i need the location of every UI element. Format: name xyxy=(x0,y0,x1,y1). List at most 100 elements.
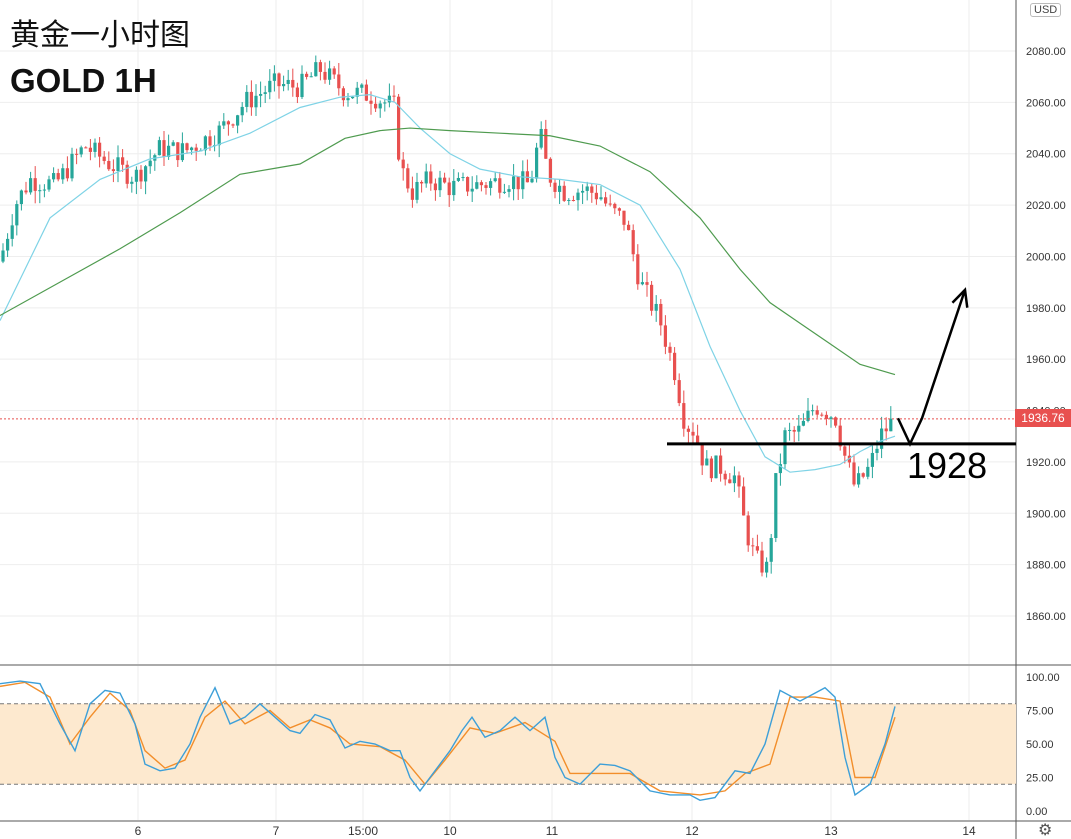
candle xyxy=(732,466,736,493)
candle xyxy=(452,169,456,201)
candle xyxy=(847,443,851,468)
price-axis-tick: 1980.00 xyxy=(1026,303,1066,315)
candle xyxy=(443,172,447,184)
candle-body xyxy=(286,79,290,85)
candle xyxy=(751,537,755,557)
candle-body xyxy=(415,181,419,200)
candle xyxy=(217,121,221,158)
candle xyxy=(512,164,516,201)
candle xyxy=(507,185,511,198)
candle xyxy=(10,214,14,247)
candle xyxy=(558,179,562,205)
candle xyxy=(581,184,585,205)
candle-body xyxy=(351,96,355,99)
candle xyxy=(617,207,621,216)
candle xyxy=(484,182,488,195)
candle xyxy=(838,418,842,451)
candle xyxy=(723,470,727,486)
settings-gear-icon[interactable]: ⚙ xyxy=(1038,820,1053,839)
candle xyxy=(815,405,819,418)
candle xyxy=(213,135,217,152)
candle-body xyxy=(236,115,240,126)
candle-body xyxy=(576,192,580,201)
candle-body xyxy=(622,210,626,225)
candle-body xyxy=(484,185,488,188)
candle-body xyxy=(443,177,447,183)
candle-body xyxy=(429,171,433,184)
candle-body xyxy=(245,91,249,107)
candle-body xyxy=(700,442,704,466)
candle xyxy=(309,72,313,78)
candle xyxy=(130,176,134,193)
candle-body xyxy=(820,414,824,416)
candle xyxy=(502,183,506,194)
chart-title-english: GOLD 1H xyxy=(10,62,157,99)
candle-body xyxy=(732,475,736,484)
candle xyxy=(696,424,700,445)
candle-body xyxy=(355,87,359,97)
candle xyxy=(33,166,37,204)
candle-body xyxy=(507,189,511,192)
candle-body xyxy=(535,147,539,179)
candle xyxy=(134,166,138,195)
candle-body xyxy=(93,142,97,152)
candle-body xyxy=(125,164,129,184)
candle-body xyxy=(295,87,299,98)
chart-title-chinese: 黄金一小时图 xyxy=(10,18,190,53)
price-axis-tick: 1900.00 xyxy=(1026,508,1066,520)
currency-badge[interactable]: USD xyxy=(1030,3,1062,17)
candle-body xyxy=(723,473,727,480)
candle-body xyxy=(581,190,585,193)
candle-body xyxy=(654,303,658,311)
candle xyxy=(604,191,608,207)
candle xyxy=(493,171,497,183)
candle-body xyxy=(374,103,378,109)
candle xyxy=(792,426,796,443)
candle xyxy=(654,295,658,322)
candle-body xyxy=(673,352,677,381)
candle xyxy=(93,138,97,158)
candle xyxy=(824,411,828,426)
candle-body xyxy=(19,190,23,205)
candle-body xyxy=(599,197,603,200)
candle xyxy=(153,153,157,171)
candle xyxy=(769,533,773,574)
candle-body xyxy=(102,156,106,161)
candle xyxy=(75,148,79,165)
candle-body xyxy=(369,100,373,104)
candle xyxy=(843,445,847,464)
candle xyxy=(765,557,769,578)
candle xyxy=(125,160,129,189)
candle-body xyxy=(157,140,161,156)
candle-body xyxy=(300,73,304,98)
candle xyxy=(162,131,166,166)
candle xyxy=(567,198,571,206)
candle-body xyxy=(364,84,368,101)
candle xyxy=(88,139,92,161)
candle-body xyxy=(617,208,621,211)
candle-body xyxy=(792,429,796,432)
stoch-k-line xyxy=(0,680,896,802)
candle-body xyxy=(852,462,856,485)
candle-body xyxy=(539,128,543,148)
candle xyxy=(397,93,401,162)
candle xyxy=(323,62,327,84)
candle xyxy=(351,96,355,99)
candle-body xyxy=(682,403,686,429)
candle-body xyxy=(70,153,74,179)
candle xyxy=(774,473,778,543)
candle xyxy=(56,168,60,182)
candle xyxy=(203,135,207,156)
candle-body xyxy=(387,95,391,103)
candle xyxy=(466,176,470,197)
candle xyxy=(755,534,759,554)
candle xyxy=(576,188,580,211)
candle xyxy=(194,143,198,161)
candle xyxy=(300,65,304,100)
candle xyxy=(627,220,631,231)
candle-body xyxy=(571,199,575,201)
candle-body xyxy=(406,168,410,189)
candle-body xyxy=(585,186,589,191)
candle-body xyxy=(121,157,125,165)
price-axis-tick: 2080.00 xyxy=(1026,46,1066,58)
